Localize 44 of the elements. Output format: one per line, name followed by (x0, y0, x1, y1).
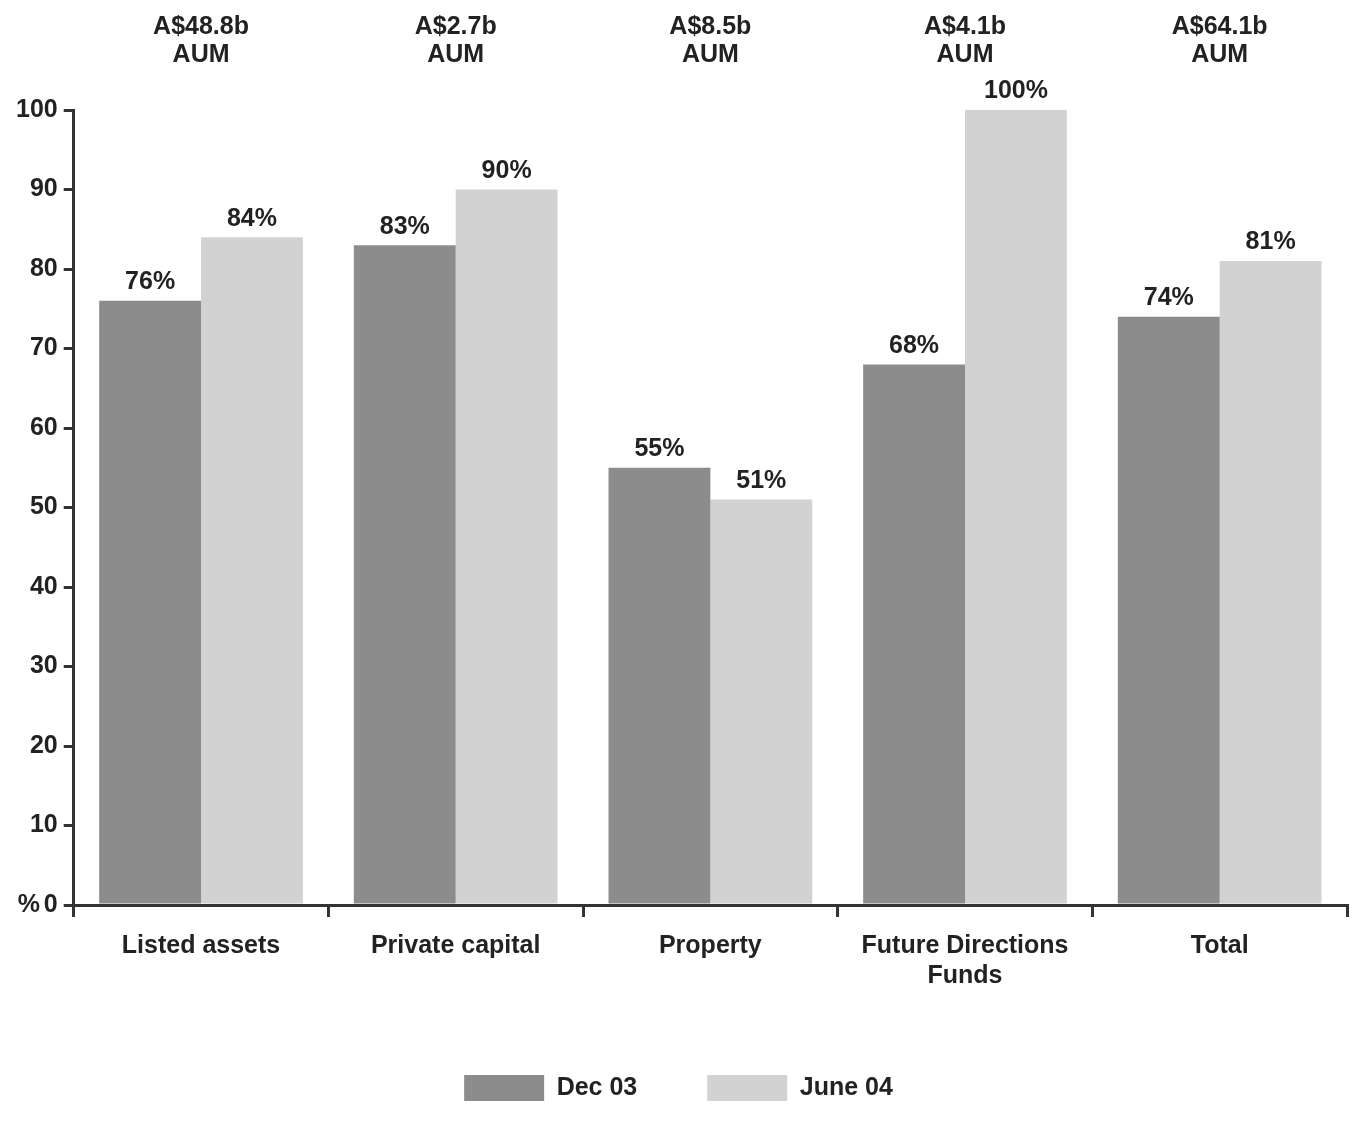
text: A$4.1b AUM (924, 11, 1007, 68)
y-tick-label: 10 (29, 809, 58, 838)
data-label: 51% (736, 464, 787, 493)
y-tick-label: 20 (29, 729, 58, 758)
data-label: 76% (125, 266, 176, 295)
y-tick-label: 50 (29, 491, 58, 520)
y-tick-label: 0 (43, 888, 58, 917)
bar (965, 110, 1067, 904)
bar (863, 364, 966, 904)
y-tick-label: 80 (29, 252, 58, 281)
y-tick-label: 90 (29, 173, 58, 202)
y-tick-label: 60 (29, 411, 58, 440)
x-tick-label: Total (1190, 929, 1249, 958)
text: A$2.7b AUM (414, 11, 497, 68)
bar (1219, 261, 1322, 904)
data-label: 83% (379, 210, 430, 239)
y-tick-label: 100 (15, 93, 58, 122)
legend-label: Dec 03 (556, 1071, 638, 1100)
data-label: 81% (1245, 226, 1296, 255)
data-label: 74% (1143, 282, 1194, 311)
y-tick-label: 70 (29, 332, 58, 361)
x-tick-label: Listed assets (121, 929, 281, 958)
bar (710, 499, 813, 904)
data-label: 55% (634, 433, 685, 462)
text: A$8.5b AUM (669, 11, 752, 68)
x-tick-label: Future Directions Funds (861, 929, 1069, 988)
bar (99, 300, 202, 904)
x-tick-label: Property (658, 929, 762, 958)
y-tick-label: 30 (29, 650, 58, 679)
bar (353, 245, 456, 904)
bar (201, 237, 303, 904)
legend-label: June 04 (799, 1071, 893, 1100)
data-label: 100% (983, 75, 1048, 104)
y-axis-title: % (17, 888, 40, 917)
data-label: 68% (889, 329, 940, 358)
text: A$48.8b AUM (153, 11, 249, 68)
bar (608, 467, 711, 904)
text: A$64.1b AUM (1171, 11, 1268, 68)
bar (455, 189, 558, 904)
data-label: 84% (226, 202, 277, 231)
data-label: 90% (481, 154, 532, 183)
y-tick-label: 40 (29, 570, 58, 599)
bar (1117, 316, 1220, 904)
x-tick-label: Private capital (370, 929, 541, 958)
